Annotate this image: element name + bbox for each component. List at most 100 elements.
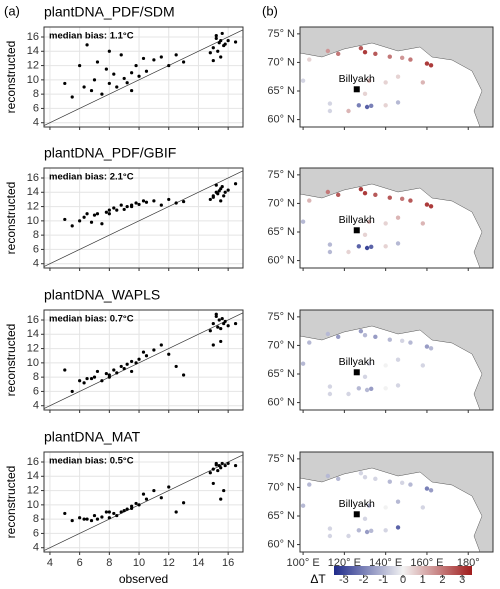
- site: [428, 488, 434, 493]
- point: [107, 510, 111, 514]
- point: [159, 203, 163, 207]
- site: [356, 103, 362, 108]
- point: [214, 183, 218, 187]
- point: [144, 69, 149, 73]
- colorbar-tick-label: 2: [439, 574, 445, 586]
- y-tick-label: 16: [27, 456, 39, 468]
- site: [362, 516, 368, 522]
- y-tick-label: 60° N: [267, 254, 295, 266]
- site: [387, 54, 392, 59]
- point: [63, 217, 67, 222]
- point: [216, 49, 220, 53]
- point: [223, 190, 227, 194]
- point: [141, 56, 146, 61]
- point: [100, 379, 104, 383]
- point: [130, 359, 134, 364]
- point: [95, 517, 100, 521]
- point: [137, 357, 141, 361]
- site: [395, 215, 401, 220]
- annotation: median bias: 0.5°C: [49, 456, 134, 467]
- chart-title: plantDNA_PDF/SDM: [44, 4, 175, 20]
- site: [307, 57, 312, 62]
- colorbar-tick-label: -1: [378, 574, 388, 586]
- point: [125, 81, 129, 85]
- chart-title: plantDNA_WAPLS: [44, 287, 160, 303]
- point: [219, 55, 223, 59]
- identity-line: [43, 29, 244, 126]
- y-tick-label: 6: [33, 243, 39, 255]
- site: [383, 103, 388, 108]
- y-tick-label: 75° N: [267, 169, 295, 181]
- site: [408, 340, 413, 345]
- site: [383, 221, 388, 226]
- map-border: [299, 451, 494, 553]
- site: [325, 189, 331, 195]
- point: [174, 510, 178, 514]
- y-tick-label: 10: [27, 357, 39, 369]
- point: [115, 208, 119, 212]
- point: [70, 518, 74, 523]
- colorbar-label: ΔT: [310, 572, 326, 586]
- point: [89, 220, 94, 224]
- point: [211, 467, 215, 471]
- point: [115, 371, 119, 375]
- site: [424, 344, 430, 349]
- site: [373, 51, 378, 57]
- point: [137, 503, 141, 507]
- x-tick-label: 14: [192, 557, 204, 569]
- site: [399, 55, 405, 61]
- site: [335, 51, 341, 57]
- annotation: median bias: 2.1°C: [49, 172, 134, 183]
- point: [144, 354, 149, 358]
- point: [107, 212, 111, 216]
- site: [395, 499, 401, 504]
- colorbar: [334, 566, 472, 575]
- panel-label: (b): [262, 3, 278, 18]
- point: [85, 376, 89, 381]
- point: [216, 325, 220, 329]
- site: [364, 529, 370, 535]
- point: [82, 381, 86, 385]
- identity-line: [43, 312, 244, 409]
- y-tick-label: 10: [27, 499, 39, 511]
- y-tick-label: 8: [33, 88, 39, 100]
- y-tick-label: 4: [33, 258, 39, 270]
- site: [395, 100, 401, 105]
- x-tick-label: 4: [47, 557, 53, 569]
- site: [366, 78, 372, 83]
- point: [220, 316, 224, 321]
- y-tick-label: 4: [33, 542, 39, 554]
- point: [233, 40, 238, 44]
- y-tick-label: 70° N: [267, 481, 295, 493]
- site: [362, 474, 368, 480]
- point: [137, 202, 141, 207]
- y-tick-label: 8: [33, 229, 39, 241]
- site: [373, 476, 378, 482]
- point: [130, 506, 134, 511]
- site: [373, 192, 378, 198]
- point: [141, 199, 146, 203]
- x-tick-label: 180°: [457, 557, 480, 569]
- point: [181, 373, 186, 377]
- site: [420, 221, 426, 226]
- y-tick-label: 12: [27, 342, 39, 354]
- y-tick-label: 60° N: [267, 396, 295, 408]
- site: [346, 108, 351, 114]
- point: [125, 204, 129, 209]
- point: [216, 468, 220, 473]
- y-axis-label: reconstructed: [4, 324, 18, 397]
- point: [152, 199, 156, 203]
- point: [144, 497, 149, 501]
- y-tick-label: 65° N: [267, 226, 295, 238]
- y-tick-label: 10: [27, 74, 39, 86]
- point: [130, 88, 134, 93]
- point: [95, 60, 100, 64]
- y-axis-label: reconstructed: [4, 182, 18, 255]
- site: [358, 45, 364, 51]
- plot-area: [43, 167, 244, 269]
- map-border: [299, 167, 494, 269]
- point: [214, 33, 218, 38]
- y-tick-label: 75° N: [267, 311, 295, 323]
- point: [152, 58, 156, 62]
